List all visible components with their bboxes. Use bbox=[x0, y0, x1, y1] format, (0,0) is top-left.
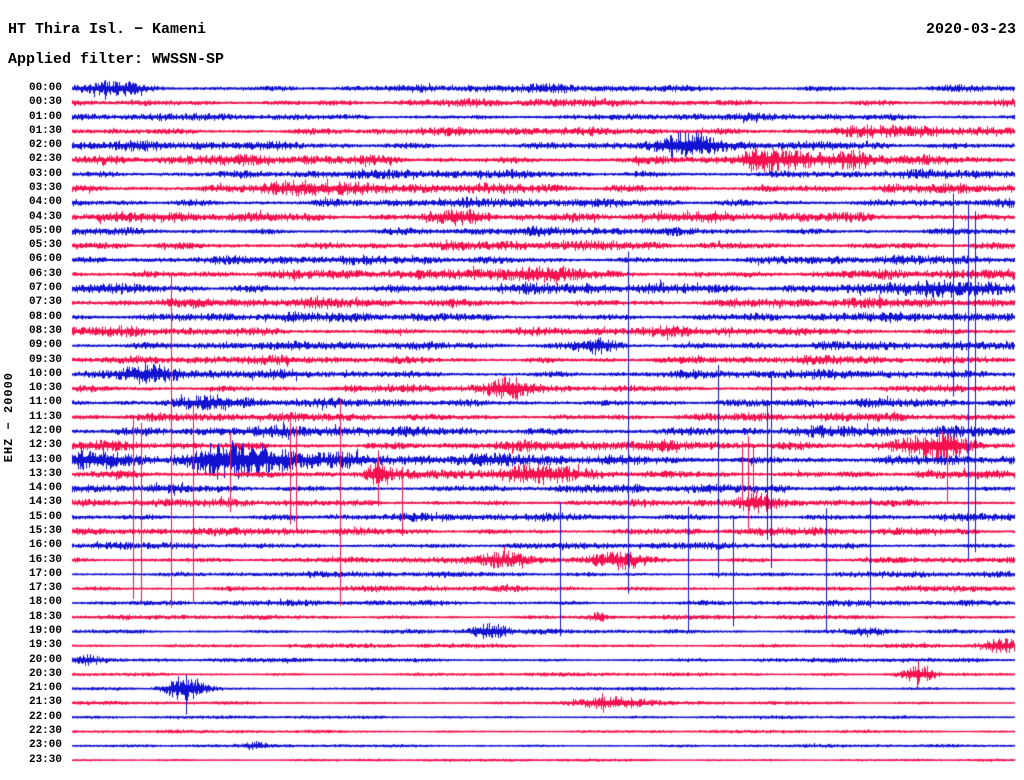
time-label: 21:00 bbox=[28, 682, 62, 695]
time-label: 06:30 bbox=[28, 267, 62, 280]
time-label: 00:00 bbox=[28, 82, 62, 94]
time-label: 18:30 bbox=[28, 610, 62, 623]
time-label: 05:30 bbox=[28, 239, 62, 252]
time-label: 21:30 bbox=[28, 696, 62, 709]
station-title: HT Thira Isl. − Kameni bbox=[8, 21, 207, 38]
time-label: 18:00 bbox=[28, 596, 62, 609]
time-label: 03:00 bbox=[28, 167, 62, 180]
time-label: 14:30 bbox=[28, 496, 62, 509]
time-label: 13:30 bbox=[28, 467, 62, 480]
time-label: 03:30 bbox=[28, 182, 62, 195]
time-label: 00:30 bbox=[28, 96, 62, 109]
time-label: 10:30 bbox=[28, 382, 62, 395]
time-label: 07:30 bbox=[28, 296, 62, 309]
applied-filter-label: Applied filter: WWSSN-SP bbox=[8, 51, 225, 68]
time-label: 19:00 bbox=[28, 625, 62, 638]
time-label: 22:00 bbox=[28, 710, 62, 723]
time-label: 19:30 bbox=[28, 639, 62, 652]
time-label: 05:00 bbox=[28, 224, 62, 237]
time-label: 11:00 bbox=[28, 396, 62, 409]
time-label: 12:30 bbox=[28, 439, 62, 452]
time-label: 20:30 bbox=[28, 667, 62, 680]
time-label: 13:00 bbox=[28, 453, 62, 466]
time-label: 01:00 bbox=[28, 110, 62, 123]
time-label: 22:30 bbox=[28, 725, 62, 738]
time-label: 02:30 bbox=[28, 153, 62, 166]
time-label: 23:00 bbox=[28, 739, 62, 752]
time-label: 12:00 bbox=[28, 424, 62, 437]
time-label: 08:30 bbox=[28, 324, 62, 337]
time-label: 10:00 bbox=[28, 367, 62, 380]
time-label: 08:00 bbox=[28, 310, 62, 323]
time-label: 04:30 bbox=[28, 210, 62, 223]
time-label: 20:00 bbox=[28, 653, 62, 666]
time-label: 06:00 bbox=[28, 253, 62, 266]
record-date: 2020-03-23 bbox=[925, 21, 1016, 38]
time-label: 23:30 bbox=[28, 753, 62, 766]
time-label: 04:00 bbox=[28, 196, 62, 209]
time-label: 17:30 bbox=[28, 582, 62, 595]
time-label: 09:30 bbox=[28, 353, 62, 366]
time-label: 15:30 bbox=[28, 524, 62, 537]
time-label: 14:00 bbox=[28, 482, 62, 495]
time-label: 02:00 bbox=[28, 139, 62, 152]
time-label: 16:00 bbox=[28, 539, 62, 552]
time-label: 16:30 bbox=[28, 553, 62, 566]
time-label: 09:00 bbox=[28, 339, 62, 352]
time-label: 07:00 bbox=[28, 282, 62, 295]
time-label: 15:00 bbox=[28, 510, 62, 523]
time-label: 17:00 bbox=[28, 567, 62, 580]
time-label: 11:30 bbox=[28, 410, 62, 423]
time-label: 01:30 bbox=[28, 124, 62, 137]
